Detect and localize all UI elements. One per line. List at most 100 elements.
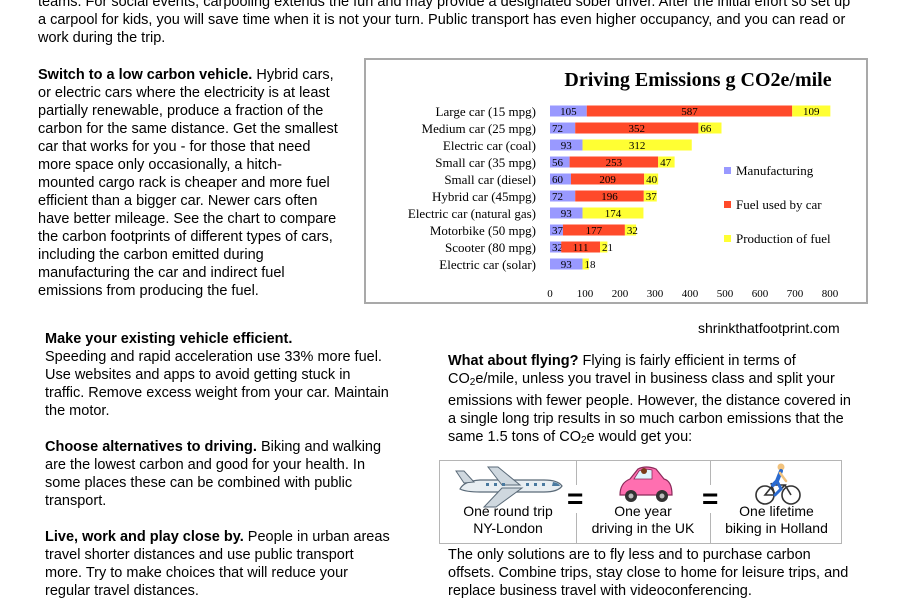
data-label: 174 [605, 208, 622, 220]
bar-segment [571, 173, 645, 185]
bar-segment [562, 224, 625, 236]
low-carbon-vehicle-body: Hybrid cars, or electric cars where the … [38, 67, 338, 299]
data-label: 587 [681, 106, 698, 118]
low-carbon-vehicle-heading: Switch to a low carbon vehicle. [38, 67, 253, 83]
x-tick-label: 100 [577, 288, 594, 300]
alternatives-paragraph: Choose alternatives to driving. Biking a… [45, 438, 390, 510]
data-label: 40 [646, 174, 658, 186]
x-tick-label: 500 [717, 288, 734, 300]
category-label: Electric car (coal) [443, 138, 536, 153]
bar-segment [600, 241, 608, 253]
category-label: Electric car (natural gas) [408, 206, 536, 221]
bar-segment [643, 190, 657, 202]
data-label: 60 [552, 174, 564, 186]
biking-caption-line1: One lifetime [739, 503, 814, 519]
data-label: 66 [700, 123, 712, 135]
data-label: 72 [552, 191, 563, 203]
live-close-paragraph: Live, work and play close by. People in … [45, 528, 390, 600]
biking-caption-line2: biking in Holland [725, 520, 828, 536]
x-tick-label: 300 [647, 288, 664, 300]
bar-segment [550, 156, 570, 168]
bar-segment [644, 173, 659, 185]
legend-swatch [724, 201, 731, 208]
bar-segment [550, 139, 583, 151]
bar-segment [550, 241, 562, 253]
data-label: 18 [585, 259, 597, 271]
data-label: 312 [629, 140, 646, 152]
category-label: Small car (diesel) [444, 172, 536, 187]
alternatives-heading: Choose alternatives to driving. [45, 439, 257, 455]
bar-segment [582, 139, 692, 151]
data-label: 32 [627, 225, 638, 237]
bar-segment [550, 122, 576, 134]
bar-segment [792, 105, 831, 117]
driving-caption-line2: driving in the UK [591, 520, 695, 536]
category-label: Scooter (80 mpg) [445, 240, 536, 255]
intro-paragraph: teams. For social events, carpooling ext… [38, 0, 851, 46]
category-label: Hybrid car (45mpg) [432, 189, 536, 204]
flight-caption-line1: One round trip [463, 503, 553, 519]
flight-caption-line2: NY-London [473, 520, 543, 536]
legend-swatch [724, 235, 731, 242]
data-label: 177 [586, 225, 603, 237]
x-tick-label: 800 [822, 288, 839, 300]
legend-label: Manufacturing [736, 163, 814, 178]
category-label: Large car (15 mpg) [436, 104, 536, 119]
x-tick-label: 700 [787, 288, 804, 300]
flying-body: Flying is fairly efficient in terms of C… [448, 353, 851, 446]
bar-segment [698, 122, 722, 134]
data-label: 21 [602, 242, 613, 254]
driving-caption-line1: One year [614, 503, 672, 519]
category-label: Small car (35 mpg) [435, 155, 536, 170]
data-label: 32 [552, 242, 563, 254]
efficient-vehicle-paragraph: Make your existing vehicle efficient. Spe… [45, 330, 390, 420]
category-label: Motorbike (50 mpg) [430, 223, 536, 238]
low-carbon-vehicle-paragraph: Switch to a low carbon vehicle. Hybrid c… [38, 66, 338, 300]
bar-segment [550, 105, 587, 117]
category-label: Electric car (solar) [439, 257, 536, 272]
x-tick-label: 400 [682, 288, 699, 300]
bar-segment [550, 258, 583, 270]
bar-segment [658, 156, 675, 168]
x-tick-label: 200 [612, 288, 629, 300]
cyclist-icon [755, 463, 801, 505]
comparison-biking: One lifetime biking in Holland [711, 461, 842, 543]
efficient-vehicle-body: Speeding and rapid acceleration use 33% … [45, 349, 389, 419]
source-credit: shrinkthatfootprint.com [698, 320, 840, 336]
data-label: 56 [552, 157, 564, 169]
x-tick-label: 0 [547, 288, 553, 300]
chart-title: Driving Emissions g CO2e/mile [564, 69, 831, 91]
flying-heading: What about flying? [448, 353, 579, 369]
bar-segment [575, 190, 644, 202]
car-icon [619, 466, 673, 502]
flying-paragraph: What about flying? Flying is fairly effi… [448, 352, 858, 450]
bar-segment [586, 105, 793, 117]
alternatives-body: Biking and walking are the lowest carbon… [45, 439, 382, 509]
data-label: 111 [573, 242, 589, 254]
data-label: 209 [599, 174, 616, 186]
data-label: 105 [560, 106, 577, 118]
equals-sign: = [701, 483, 720, 514]
bar-segment [582, 207, 644, 219]
live-close-body: People in urban areas travel shorter dis… [45, 529, 390, 599]
legend-label: Production of fuel [736, 231, 831, 246]
comparison-flight: One round trip NY-London [440, 461, 577, 543]
emissions-chart-svg: Driving Emissions g CO2e/mile Large car (… [408, 69, 839, 300]
bar-segment [561, 241, 601, 253]
bar-segment [550, 173, 571, 185]
bar-segment [624, 224, 637, 236]
flying-comparison-strip: One round trip NY-London One year driving … [439, 460, 842, 544]
x-tick-label: 600 [752, 288, 769, 300]
bar-segment [550, 207, 583, 219]
data-label: 37 [646, 191, 658, 203]
data-label: 93 [561, 259, 573, 271]
bar-segment [582, 258, 589, 270]
airplane-icon [455, 466, 563, 508]
solutions-paragraph: The only solutions are to fly less and t… [448, 547, 849, 599]
category-label: Medium car (25 mpg) [422, 121, 536, 136]
bar-segment [550, 224, 563, 236]
efficient-vehicle-heading: Make your existing vehicle efficient. [45, 331, 293, 347]
live-close-heading: Live, work and play close by. [45, 529, 244, 545]
data-label: 253 [606, 157, 623, 169]
data-label: 37 [552, 225, 564, 237]
